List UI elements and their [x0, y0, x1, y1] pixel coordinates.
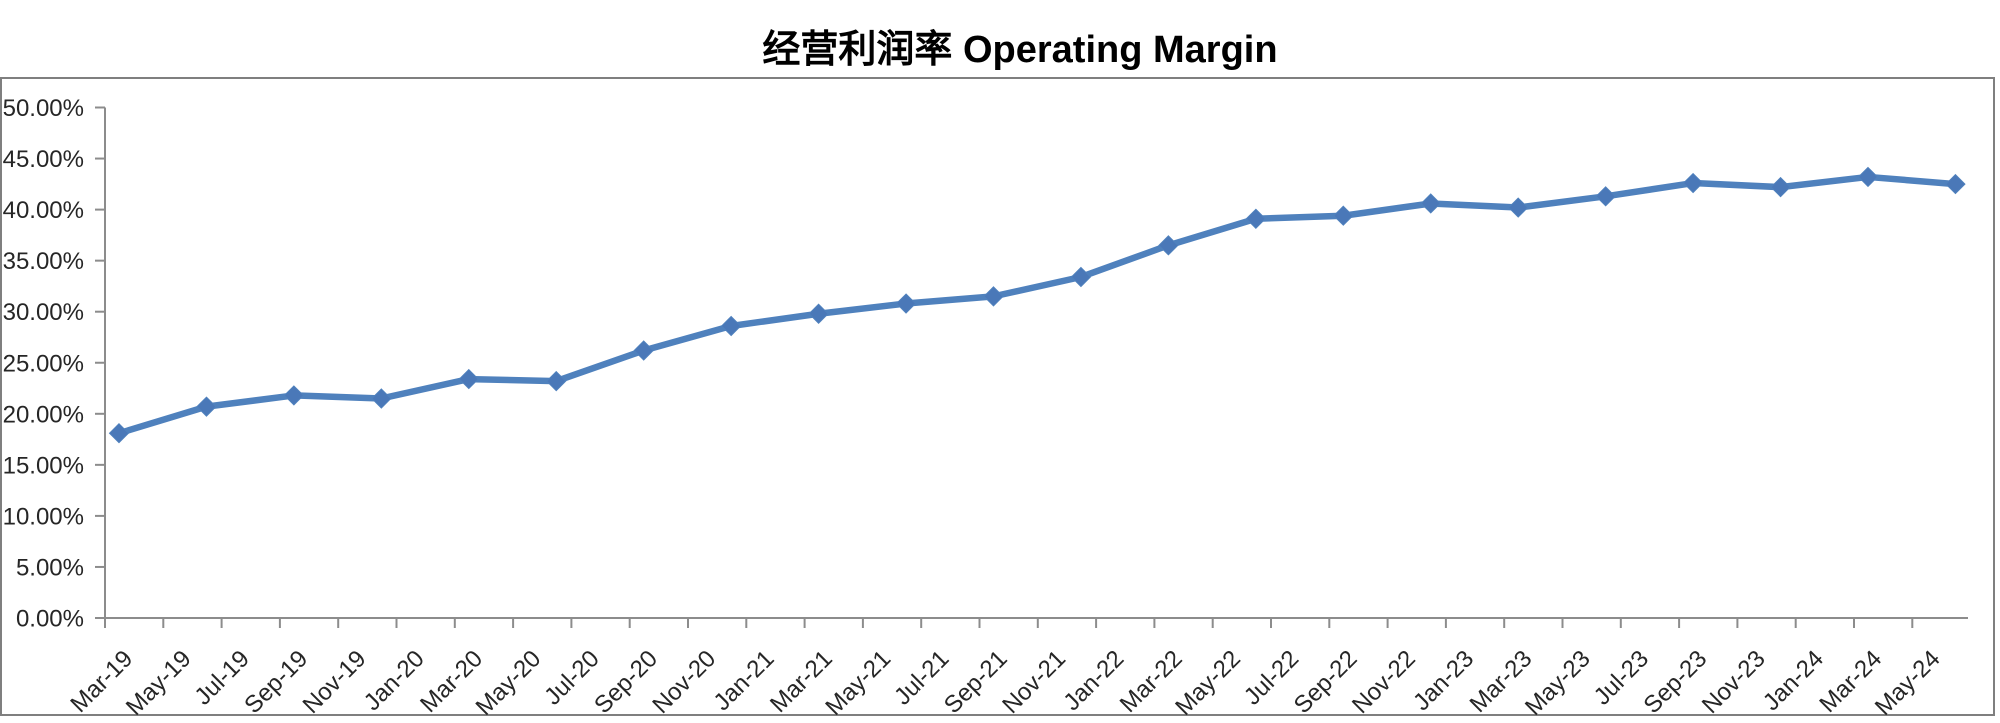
x-axis-label: Sep-19	[239, 645, 313, 719]
data-point-marker	[1945, 173, 1966, 195]
data-point-marker	[983, 286, 1004, 307]
y-axis-label: 5.00%	[16, 554, 84, 581]
x-axis-label: Nov-20	[647, 645, 721, 719]
x-axis-label: Jan-20	[359, 645, 430, 716]
chart-border	[0, 77, 1995, 716]
data-point-marker	[283, 385, 305, 406]
data-point-marker	[371, 388, 392, 409]
y-axis-label: 25.00%	[3, 350, 84, 377]
y-axis-label: 15.00%	[3, 452, 84, 479]
data-point-marker	[1857, 166, 1879, 188]
x-axis-label: Nov-19	[298, 645, 372, 719]
data-point-marker	[108, 422, 130, 444]
x-axis-label: Nov-21	[997, 645, 1071, 719]
chart-title: 经营利润率 Operating Margin	[762, 29, 1278, 71]
x-axis-label: May-19	[121, 645, 197, 721]
y-axis-label: 0.00%	[16, 606, 84, 633]
x-axis-label: Sep-23	[1639, 645, 1713, 719]
data-point-marker	[808, 303, 829, 324]
y-axis-label: 10.00%	[3, 503, 84, 530]
data-point-marker	[1245, 208, 1267, 229]
x-axis-label: Sep-20	[589, 645, 663, 719]
data-point-marker	[1070, 266, 1092, 288]
x-axis-label: May-20	[471, 645, 547, 721]
x-axis-label: Jan-21	[709, 645, 780, 716]
y-axis-label: 20.00%	[3, 401, 84, 428]
data-point-marker	[1158, 235, 1179, 256]
data-point-marker	[1770, 176, 1791, 198]
data-point-marker	[1682, 172, 1704, 194]
data-point-marker	[1507, 197, 1529, 218]
y-axis-label: 40.00%	[3, 197, 84, 224]
x-axis-label: Nov-22	[1347, 645, 1421, 719]
series-line	[115, 173, 1959, 437]
y-axis-label: 45.00%	[3, 146, 84, 173]
data-point-marker	[1420, 193, 1441, 214]
x-axis-label: Jan-22	[1058, 645, 1129, 716]
y-axis-label: 30.00%	[3, 299, 84, 326]
data-point-marker	[895, 293, 917, 314]
data-point-marker	[1595, 186, 1616, 207]
data-point-marker	[633, 340, 654, 361]
x-axis-label: May-21	[820, 645, 896, 721]
x-axis-label: Jan-23	[1408, 645, 1479, 716]
data-point-marker	[196, 396, 217, 417]
x-axis-label: Sep-21	[939, 645, 1013, 719]
x-axis-label: May-22	[1170, 645, 1246, 721]
data-point-marker	[458, 368, 479, 390]
x-axis-label: Jan-24	[1758, 645, 1829, 716]
x-axis-label: May-24	[1870, 645, 1946, 721]
x-axis-label: May-23	[1520, 645, 1596, 721]
y-axis-label: 35.00%	[3, 248, 84, 275]
data-point-marker	[720, 315, 742, 337]
data-point-marker	[546, 370, 567, 392]
x-axis-label: Nov-23	[1697, 645, 1771, 719]
data-point-marker	[1333, 205, 1354, 226]
y-axis-label: 50.00%	[3, 95, 84, 122]
x-axis-label: Sep-22	[1289, 645, 1363, 719]
